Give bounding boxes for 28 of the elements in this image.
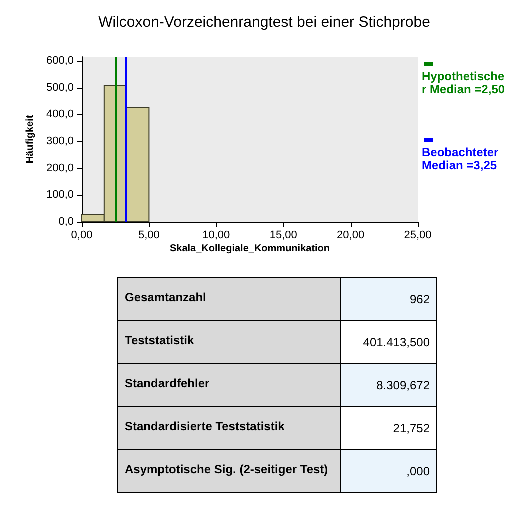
text: 962 bbox=[410, 292, 430, 306]
text: Standardisierte Teststatistik bbox=[125, 420, 286, 434]
y-axis-title: Häufigkeit bbox=[25, 114, 36, 164]
x-tick-label: 10,00 bbox=[202, 230, 230, 242]
ref-line-label: Hypothetischer Median =2,50 bbox=[422, 70, 506, 96]
text: 8.309,672 bbox=[376, 378, 430, 392]
x-tick-label: 20,00 bbox=[337, 230, 365, 242]
text: 401.413,500 bbox=[363, 336, 430, 350]
text: Gesamtanzahl bbox=[125, 290, 206, 304]
x-tick-label: 15,00 bbox=[270, 230, 298, 242]
y-tick-label: 0,0 bbox=[58, 216, 74, 228]
ref-line-label: Beobachteter Median =3,25 bbox=[422, 146, 502, 172]
y-tick-label: 200,0 bbox=[46, 162, 74, 174]
text: Asymptotische Sig. (2-seitiger Test) bbox=[125, 462, 328, 476]
y-tick-label: 300,0 bbox=[46, 136, 74, 148]
text: Standardfehler bbox=[125, 376, 210, 390]
text: ,000 bbox=[406, 464, 430, 478]
x-tick-label: 25,00 bbox=[404, 230, 432, 242]
x-tick-label: 5,00 bbox=[138, 230, 160, 242]
chart-title: Wilcoxon-Vorzeichenrangtest bei einer Stichprobe bbox=[98, 14, 430, 31]
y-tick-label: 600,0 bbox=[46, 55, 74, 68]
x-axis-title: Skala_Kollegiale_Kommunikation bbox=[170, 244, 330, 254]
y-tick-label: 100,0 bbox=[46, 189, 74, 202]
y-tick-label: 400,0 bbox=[46, 108, 74, 121]
text: Teststatistik bbox=[125, 334, 194, 348]
y-tick-label: 500,0 bbox=[46, 82, 74, 94]
text: 21,752 bbox=[393, 422, 430, 436]
x-tick-label: 0,00 bbox=[71, 230, 93, 242]
